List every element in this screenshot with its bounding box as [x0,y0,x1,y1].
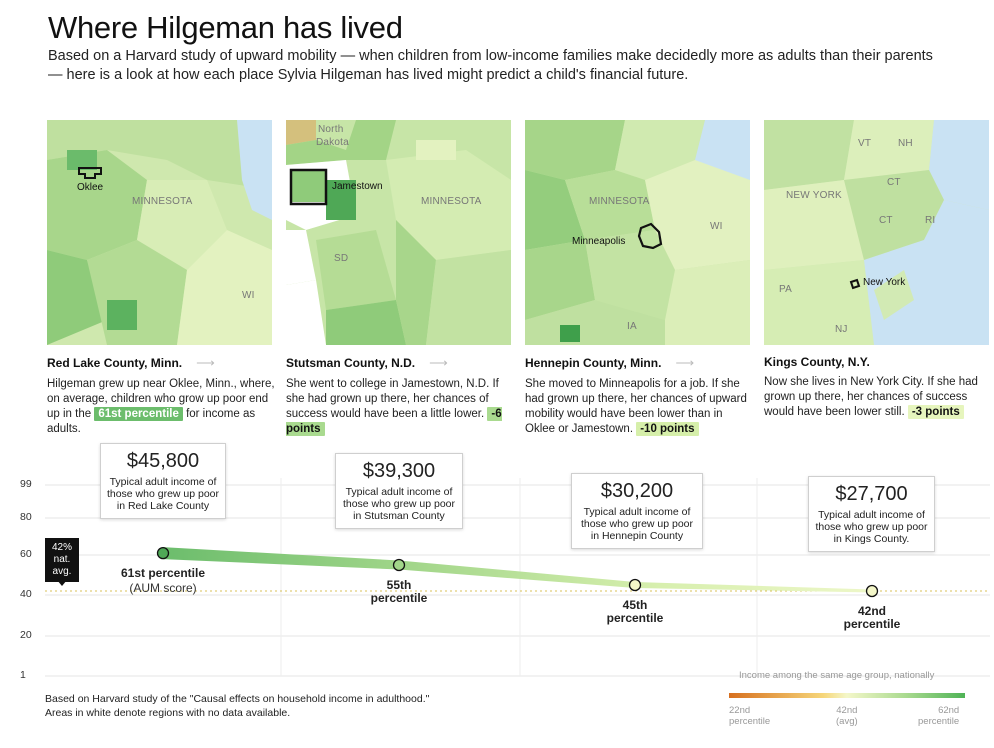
income-value: $27,700 [835,483,908,505]
income-value: $39,300 [362,460,436,482]
caption-kings: Kings County, N.Y. Now she lives in New … [764,355,992,420]
footer-line: Based on Harvard study of the "Causal ef… [45,693,430,705]
nat-avg-label: avg. [52,566,72,577]
arrow-right-icon: ⟶ [675,355,695,370]
map-stutsman: North Dakota Jamestown MINNESOTA SD [286,120,511,345]
series-line [163,547,872,593]
map-red-lake: Oklee MINNESOTA WI [47,120,272,345]
data-point [392,558,406,572]
income-callout: $30,200 Typical adult income of those who… [571,473,703,549]
income-description: Typical adult income of those who grew u… [106,476,220,512]
y-tick-label: 40 [20,588,32,600]
page-title: Where Hilgeman has lived [48,10,403,45]
income-callout: $39,300 Typical adult income of those who… [335,453,463,529]
map-label: CT [879,215,893,226]
caption-text: Hilgeman grew up near Oklee, Minn., wher… [47,378,275,420]
percentile-label: 42nd percentile [843,604,901,631]
map-label: PA [779,284,792,295]
map-label: WI [242,290,255,301]
map-label: WI [710,221,723,232]
y-tick-label: 60 [20,548,32,560]
y-tick-label: 99 [20,478,32,490]
map-label: MINNESOTA [589,196,650,207]
percentile-label: 55th percentile [370,578,428,605]
map-label: NEW YORK [786,190,842,201]
data-point [156,547,170,560]
caption-text: She moved to Minneapolis for a job. If s… [525,378,747,435]
footer-note: Based on Harvard study of the "Causal ef… [45,692,429,720]
map-label: IA [627,321,637,332]
percentile-label: 45th percentile [606,598,664,625]
income-value: $30,200 [600,480,674,502]
y-tick-label: 1 [20,669,26,681]
map-stutsman-shapes [286,120,511,345]
income-description: Typical adult income of those who grew u… [815,509,928,545]
map-label: NH [898,138,913,149]
legend-low: 22nd percentile [729,705,771,727]
map-label: NJ [835,324,848,335]
income-description: Typical adult income of those who grew u… [580,506,694,542]
income-callout: $27,700 Typical adult income of those who… [808,476,935,552]
caption-red-lake: Red Lake County, Minn. ⟶ Hilgeman grew up… [47,355,275,437]
caption-text: for income as adults. [47,408,256,435]
page-subtitle: Based on a Harvard study of upward mobil… [48,48,933,83]
caption-title: Hennepin County, Minn. [525,356,662,370]
map-kings: VT NH NEW YORK CT CT RI PA New York NJ [764,120,989,345]
map-label: SD [334,253,349,264]
caption-title: Red Lake County, Minn. [47,356,183,370]
map-hennepin-shapes [525,120,750,345]
caption-stutsman: Stutsman County, N.D. ⟶ She went to colle… [286,355,514,437]
arrow-right-icon: ⟶ [196,355,215,370]
income-callout: $45,800 Typical adult income of those who… [100,443,226,519]
map-label: Oklee [77,182,104,193]
legend-mid: 42nd (avg) [836,705,858,727]
caption-text: Now she lives in New York City. If she h… [764,376,978,418]
map-hennepin: MINNESOTA WI Minneapolis IA [525,120,750,345]
map-label: CT [887,177,901,188]
data-point [628,578,642,592]
y-tick-label: 80 [20,511,32,523]
income-description: Typical adult income of those who grew u… [342,486,456,522]
legend-title: Income among the same age group, nationa… [739,670,935,681]
map-label: RI [925,215,936,226]
map-red-lake-shapes [47,120,272,345]
national-average-badge: 42% nat. avg. [45,538,79,582]
legend-high: 62nd percentile [918,705,960,727]
caption-title: Stutsman County, N.D. [286,356,416,370]
nat-avg-label: nat. [53,554,71,565]
points-badge: -3 points [907,405,964,419]
map-label: Dakota [316,137,349,148]
map-kings-shapes [764,120,989,345]
map-label: Minneapolis [572,236,626,247]
caption-text: She went to college in Jamestown, N.D. I… [286,378,499,420]
percentile-label: 61st percentile (AUM score) [120,566,206,596]
map-label: MINNESOTA [421,196,482,207]
arrow-right-icon: ⟶ [429,355,448,370]
caption-title: Kings County, N.Y. [764,355,870,369]
data-point [865,584,879,598]
percentile-badge: 61st percentile [94,407,183,421]
map-label: VT [858,138,872,149]
map-label: Jamestown [332,181,383,192]
nat-avg-value: 42% [51,542,72,553]
map-label: North [318,124,344,135]
legend-gradient [729,693,965,698]
footer-line: Areas in white denote regions with no da… [45,707,291,719]
map-label: New York [863,277,906,288]
map-label: MINNESOTA [132,196,193,207]
points-badge: -10 points [636,422,699,436]
caption-hennepin: Hennepin County, Minn. ⟶ She moved to Min… [525,355,753,437]
y-tick-label: 20 [20,629,32,641]
income-value: $45,800 [126,450,200,472]
